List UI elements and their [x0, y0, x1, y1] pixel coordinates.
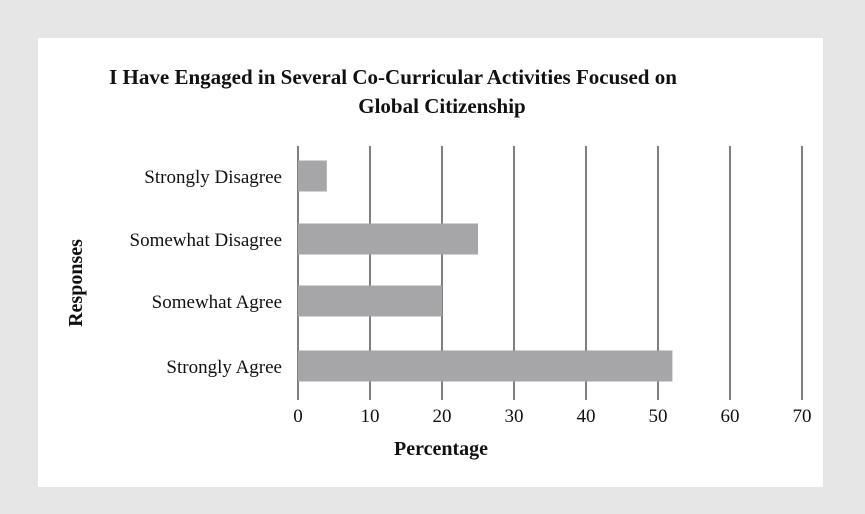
- category-label: Somewhat Agree: [152, 292, 282, 313]
- bar-somewhat-disagree: [298, 223, 478, 255]
- chart-title-line-1: I Have Engaged in Several Co-Curricular …: [109, 65, 677, 89]
- y-axis-title: Responses: [65, 239, 87, 327]
- x-tick-label: 0: [293, 406, 303, 427]
- bar-chart: I Have Engaged in Several Co-Curricular …: [65, 65, 812, 460]
- x-tick-label: 30: [505, 406, 524, 427]
- x-tick-label: 20: [433, 406, 452, 427]
- x-tick-label: 60: [721, 406, 740, 427]
- x-tick-label: 10: [361, 406, 380, 427]
- category-label: Somewhat Disagree: [130, 230, 282, 251]
- category-label: Strongly Disagree: [144, 167, 282, 188]
- chart-card: I Have Engaged in Several Co-Curricular …: [38, 38, 823, 487]
- bar-strongly-disagree: [298, 160, 327, 192]
- x-axis-title: Percentage: [394, 438, 488, 460]
- category-label: Strongly Agree: [166, 357, 282, 378]
- x-tick-label: 40: [577, 406, 596, 427]
- bar-strongly-agree: [298, 350, 673, 382]
- bar-somewhat-agree: [298, 285, 442, 317]
- chart-title-line-2: Global Citizenship: [358, 94, 525, 118]
- x-tick-label: 50: [649, 406, 668, 427]
- x-tick-label: 70: [793, 406, 812, 427]
